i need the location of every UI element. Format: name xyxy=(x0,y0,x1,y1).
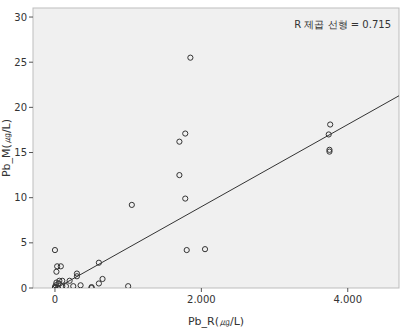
point xyxy=(54,280,59,285)
point xyxy=(96,281,101,286)
x-tick xyxy=(347,288,348,292)
y-tick xyxy=(29,242,33,243)
point xyxy=(58,264,63,269)
chart: 0 5 10 15 20 25 30 0 2.000 4.000 R 제곱 선형 = 0.715 Pb… xyxy=(0,0,409,329)
plot-area xyxy=(33,8,399,288)
fit-line xyxy=(33,96,399,288)
annotation: R 제곱 선형 = 0.715 xyxy=(294,19,391,30)
y-tick-label: 15 xyxy=(14,147,27,158)
point xyxy=(126,284,131,288)
point xyxy=(202,247,207,252)
point xyxy=(89,285,94,288)
point xyxy=(183,131,188,136)
y-tick xyxy=(29,152,33,153)
point xyxy=(326,132,331,137)
x-axis-label: Pb_R(㎍/L) xyxy=(188,315,244,328)
point xyxy=(327,149,332,154)
point xyxy=(96,260,101,265)
marks xyxy=(33,55,399,288)
point xyxy=(100,276,105,281)
y-tick xyxy=(29,197,33,198)
y-tick-label: 20 xyxy=(14,102,27,113)
point xyxy=(78,283,83,288)
point xyxy=(184,247,189,252)
y-axis-label: Pb_M(㎍/L) xyxy=(0,119,13,177)
point xyxy=(183,196,188,201)
point xyxy=(54,269,59,274)
point xyxy=(71,284,76,288)
point xyxy=(67,278,72,283)
x-tick-label: 0 xyxy=(52,294,58,305)
y-tick-label: 30 xyxy=(14,12,27,23)
point xyxy=(328,122,333,127)
y-tick xyxy=(29,288,33,289)
point xyxy=(89,284,94,288)
y-tick-label: 0 xyxy=(21,283,27,294)
y-tick xyxy=(29,107,33,108)
point xyxy=(52,247,57,252)
point xyxy=(177,139,182,144)
x-tick xyxy=(201,288,202,292)
point xyxy=(177,172,182,177)
y-tick-label: 25 xyxy=(14,57,27,68)
x-tick xyxy=(54,288,55,292)
y-tick xyxy=(29,17,33,18)
y-tick-label: 5 xyxy=(21,237,27,248)
point xyxy=(188,55,193,60)
x-tick-label: 4.000 xyxy=(333,294,362,305)
point xyxy=(74,271,79,276)
point xyxy=(60,278,65,283)
y-tick xyxy=(29,62,33,63)
point xyxy=(129,202,134,207)
y-tick-label: 10 xyxy=(14,192,27,203)
point xyxy=(63,284,68,288)
x-tick-label: 2.000 xyxy=(187,294,216,305)
point xyxy=(55,285,60,288)
